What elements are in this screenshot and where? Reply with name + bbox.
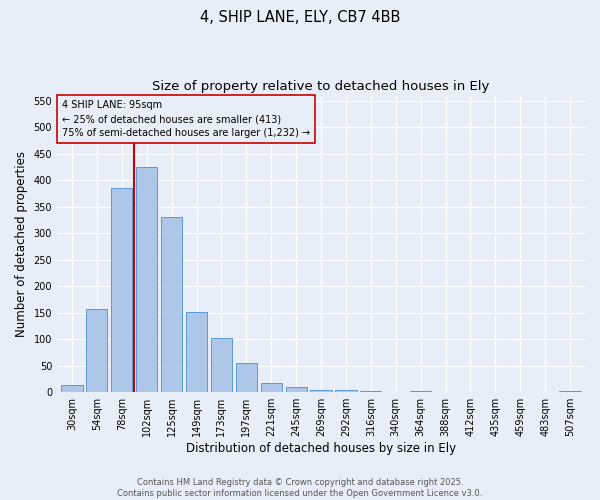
Bar (310, 390, 332, 392)
Bar (186, 312, 207, 392)
Bar (410, 390, 431, 392)
Bar (111, 188, 133, 392)
Bar (559, 390, 581, 392)
Bar (335, 390, 356, 392)
Bar (286, 387, 307, 392)
Text: Contains HM Land Registry data © Crown copyright and database right 2025.
Contai: Contains HM Land Registry data © Crown c… (118, 478, 482, 498)
Bar (360, 390, 382, 392)
Bar (136, 167, 157, 392)
X-axis label: Distribution of detached houses by size in Ely: Distribution of detached houses by size … (186, 442, 456, 455)
Bar (260, 382, 282, 392)
Text: 4 SHIP LANE: 95sqm
← 25% of detached houses are smaller (413)
75% of semi-detach: 4 SHIP LANE: 95sqm ← 25% of detached hou… (62, 100, 310, 138)
Text: 4, SHIP LANE, ELY, CB7 4BB: 4, SHIP LANE, ELY, CB7 4BB (200, 10, 400, 25)
Y-axis label: Number of detached properties: Number of detached properties (15, 151, 28, 337)
Bar (211, 338, 232, 392)
Bar (236, 363, 257, 392)
Bar (161, 218, 182, 392)
Bar (86, 309, 107, 392)
Bar (61, 386, 83, 392)
Title: Size of property relative to detached houses in Ely: Size of property relative to detached ho… (152, 80, 490, 93)
